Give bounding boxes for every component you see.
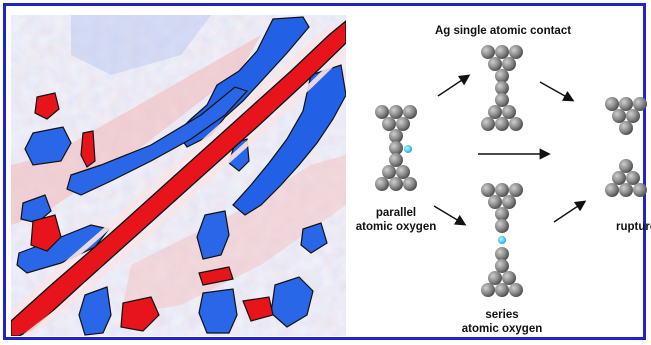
- blue-region-left-blob: [24, 126, 72, 166]
- blue-haze-top: [71, 15, 211, 75]
- atomic-contact-schematic: Ag single atomic contact parallel atomic…: [356, 25, 651, 335]
- diagram-title: Ag single atomic contact: [435, 25, 571, 37]
- series-oxygen-junction: [481, 183, 523, 297]
- blue-region-bottom-mid: [198, 288, 238, 334]
- ruptured-junction: [605, 97, 647, 197]
- arrow-parallel-to-series: [433, 205, 467, 226]
- arrow-single-to-rupture: [539, 81, 575, 102]
- pink-haze-lower: [121, 155, 346, 315]
- parallel-label-line1: parallel: [376, 207, 416, 219]
- parallel-oxygen-junction: [375, 105, 417, 191]
- blue-region-bottom-left: [78, 286, 112, 336]
- red-region-bottom: [120, 296, 160, 332]
- rupture-label: rupture: [616, 221, 651, 233]
- blue-region-upper-wide: [66, 86, 249, 196]
- red-region-top-left: [34, 92, 60, 120]
- arrow-series-to-rupture: [553, 200, 587, 223]
- blue-region-mid: [196, 210, 230, 260]
- blue-region-left-mid: [20, 194, 52, 224]
- blue-region-small-right: [300, 222, 328, 254]
- series-label-line2: atomic oxygen: [462, 323, 543, 335]
- parallel-label-line2: atomic oxygen: [356, 221, 437, 233]
- red-region-far-right: [242, 296, 274, 322]
- red-region-bottom-right: [198, 266, 234, 286]
- correlation-heatmap: [11, 15, 346, 336]
- red-region-left: [80, 130, 96, 168]
- single-contact-junction: [481, 45, 523, 131]
- diagonal-halo-lower: [23, 49, 346, 336]
- red-region-left-lower: [30, 214, 62, 252]
- series-label-line1: series: [485, 309, 518, 321]
- arrow-parallel-to-single: [437, 74, 471, 97]
- diagonal-halo-upper: [11, 25, 333, 317]
- blue-region-right: [232, 64, 346, 216]
